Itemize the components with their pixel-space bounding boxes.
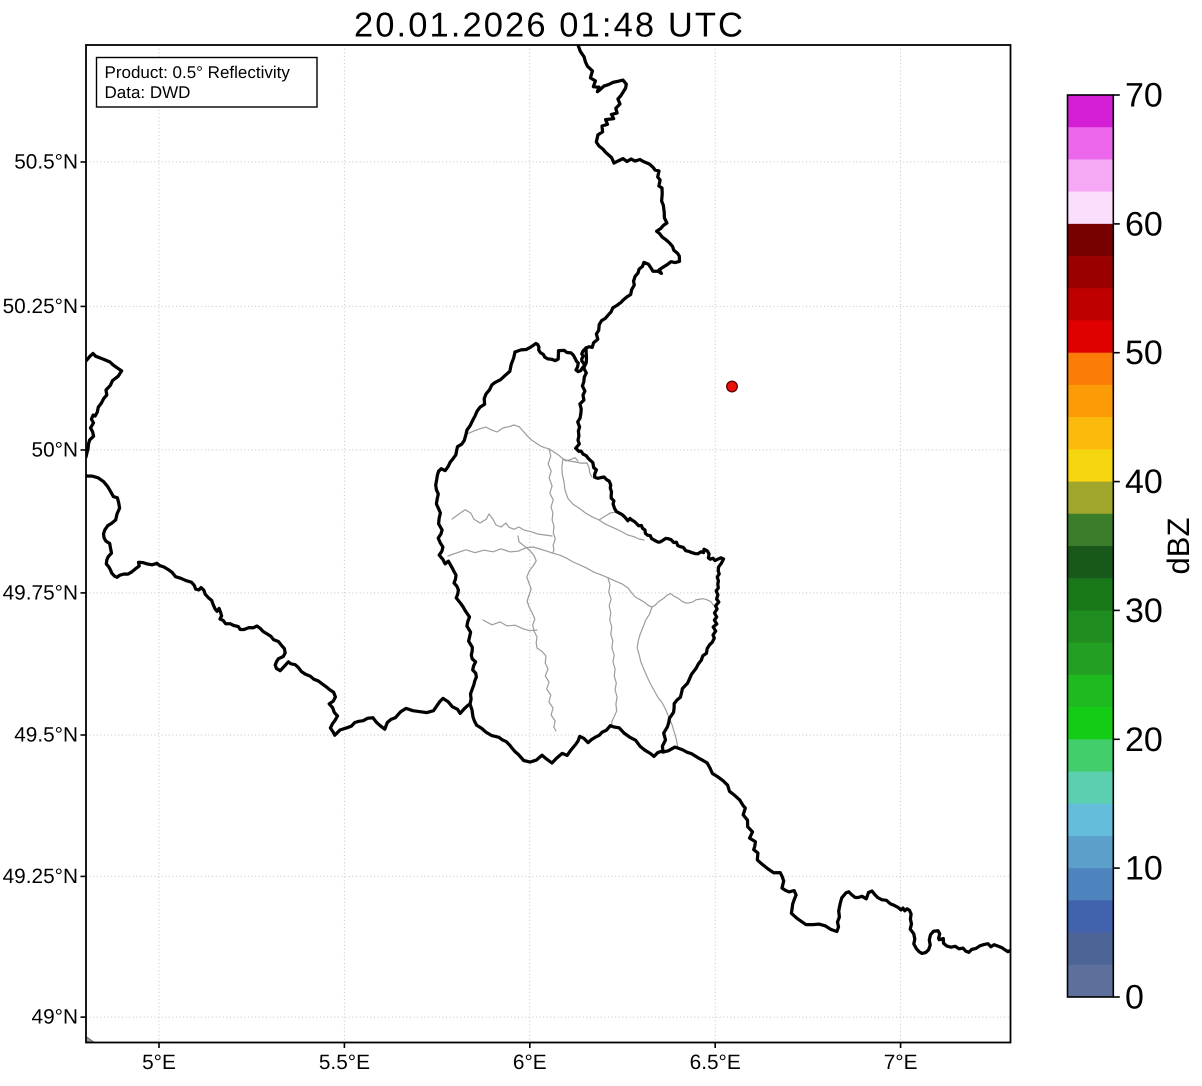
svg-text:49.5°N: 49.5°N (14, 724, 78, 747)
svg-text:Product: 0.5° Reflectivity: Product: 0.5° Reflectivity (105, 63, 291, 82)
svg-text:dBZ: dBZ (1161, 518, 1196, 575)
svg-text:49.75°N: 49.75°N (3, 581, 78, 604)
svg-text:30: 30 (1125, 592, 1163, 630)
svg-text:7°E: 7°E (884, 1051, 918, 1074)
svg-text:6.5°E: 6.5°E (690, 1051, 741, 1074)
svg-text:Data: DWD: Data: DWD (105, 83, 191, 102)
svg-text:20.01.2026 01:48 UTC: 20.01.2026 01:48 UTC (354, 7, 745, 45)
svg-text:50.5°N: 50.5°N (14, 151, 78, 174)
svg-text:49.25°N: 49.25°N (3, 865, 78, 888)
svg-text:70: 70 (1125, 77, 1163, 115)
svg-text:40: 40 (1125, 463, 1163, 501)
svg-text:10: 10 (1125, 850, 1163, 888)
svg-text:60: 60 (1125, 205, 1163, 243)
svg-text:20: 20 (1125, 721, 1163, 759)
svg-text:5.5°E: 5.5°E (319, 1051, 370, 1074)
svg-text:5°E: 5°E (142, 1051, 176, 1074)
svg-text:49°N: 49°N (32, 1006, 78, 1029)
svg-text:6°E: 6°E (513, 1051, 547, 1074)
svg-text:50°N: 50°N (32, 439, 78, 462)
svg-text:50.25°N: 50.25°N (3, 295, 78, 318)
svg-text:50: 50 (1125, 334, 1163, 372)
svg-text:0: 0 (1125, 979, 1144, 1017)
